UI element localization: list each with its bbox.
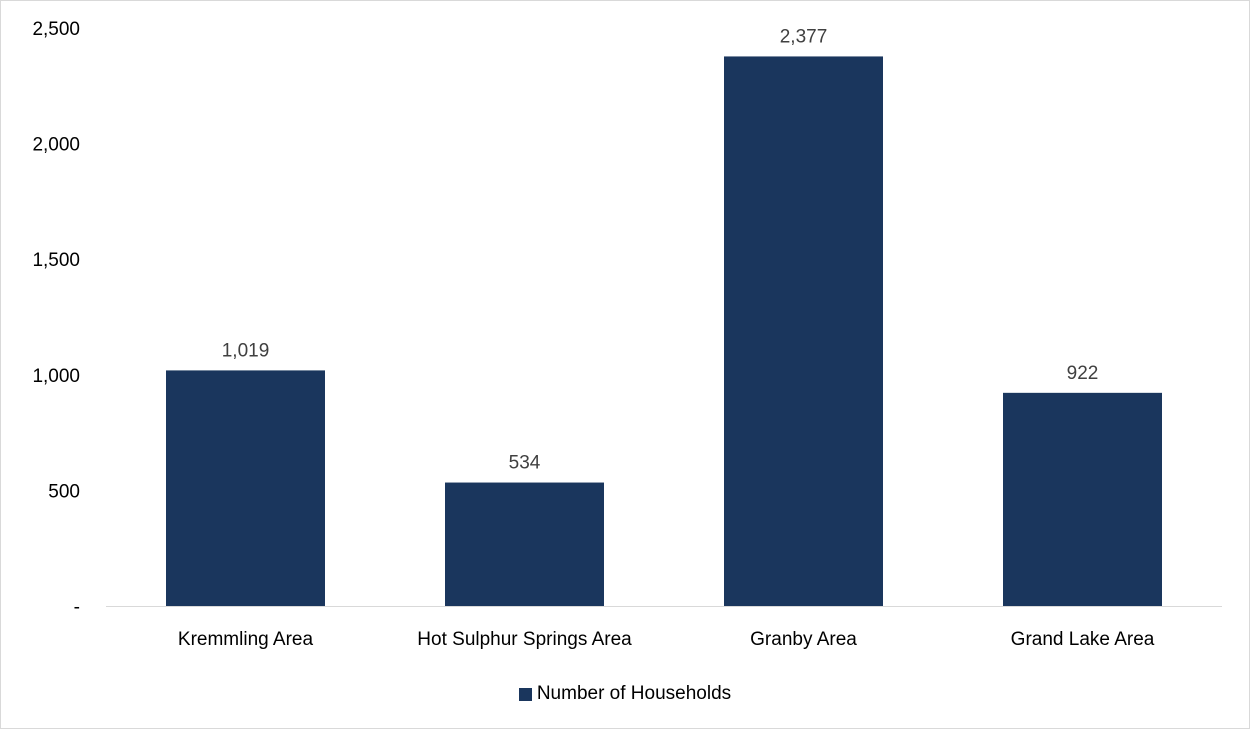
bar [166,370,325,606]
data-label: 534 [509,453,541,474]
legend: Number of Households [0,683,1250,705]
data-label: 922 [1067,363,1099,384]
y-tick-label: 2,500 [32,19,80,40]
bar [1003,392,1162,606]
y-tick-label: 500 [48,481,80,502]
data-label: 1,019 [222,340,270,361]
category-label: Kremmling Area [178,629,314,650]
y-tick-label: 1,000 [32,366,80,387]
bar [445,482,604,606]
category-label: Grand Lake Area [1011,629,1155,650]
bars [166,56,1162,606]
data-label: 2,377 [780,26,828,47]
bar [724,56,883,606]
x-axis-category-labels: Kremmling Area Hot Sulphur Springs Area Gr… [178,629,1155,650]
y-tick-label: 1,500 [32,250,80,271]
category-label: Granby Area [750,629,857,650]
y-tick-label: - [74,597,80,618]
data-labels: 1,019 534 2,377 922 [222,26,1099,473]
legend-label: Number of Households [536,683,732,704]
y-axis-tick-labels: - 500 1,000 1,500 2,000 2,500 [32,19,80,618]
y-tick-label: 2,000 [32,135,80,156]
legend-swatch [518,687,532,701]
category-label: Hot Sulphur Springs Area [417,629,632,650]
